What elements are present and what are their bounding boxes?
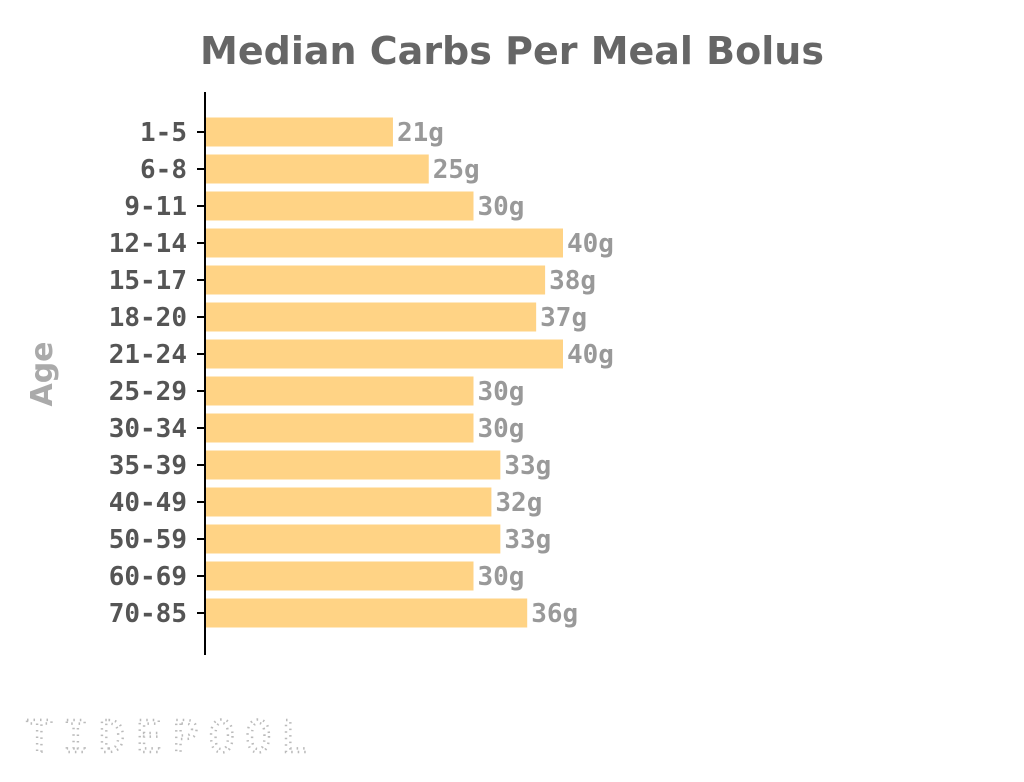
bar-value-label: 30g bbox=[478, 192, 525, 222]
y-tick-label: 6-8 bbox=[140, 155, 187, 185]
bar-value-label: 30g bbox=[478, 377, 525, 407]
bar-value-label: 36g bbox=[531, 599, 578, 629]
y-tick-label: 60-69 bbox=[109, 562, 187, 592]
bar-value-label: 37g bbox=[540, 303, 587, 333]
y-tick-label: 50-59 bbox=[109, 525, 187, 555]
y-tick-label: 25-29 bbox=[109, 377, 187, 407]
bar-60-69 bbox=[205, 561, 474, 591]
chart-title: Median Carbs Per Meal Bolus bbox=[200, 29, 824, 73]
y-tick-group: 1-5 6-8 9-11 12-14 15-17 18-20 21-24 25-29 30-34… bbox=[109, 118, 205, 629]
y-tick-label: 9-11 bbox=[124, 192, 187, 222]
y-tick-label: 30-34 bbox=[109, 414, 187, 444]
bar-70-85 bbox=[205, 598, 528, 628]
bar-9-11 bbox=[205, 191, 474, 221]
bar-value-label: 32g bbox=[495, 488, 542, 518]
bar-6-8 bbox=[205, 154, 429, 184]
bar-50-59 bbox=[205, 524, 501, 554]
tidepool-logo: TIDEPOOL bbox=[26, 712, 318, 763]
bar-12-14 bbox=[205, 228, 563, 258]
y-tick-label: 15-17 bbox=[109, 266, 187, 296]
y-tick-label: 70-85 bbox=[109, 599, 187, 629]
bar-25-29 bbox=[205, 376, 474, 406]
y-tick-label: 18-20 bbox=[109, 303, 187, 333]
bar-value-label: 30g bbox=[478, 414, 525, 444]
bar-21-24 bbox=[205, 339, 563, 369]
y-tick-label: 12-14 bbox=[109, 229, 187, 259]
bar-value-label: 33g bbox=[504, 451, 551, 481]
bar-40-49 bbox=[205, 487, 492, 517]
bar-value-label: 40g bbox=[567, 229, 614, 259]
bar-15-17 bbox=[205, 265, 546, 295]
bar-value-label: 25g bbox=[433, 155, 480, 185]
y-tick-label: 1-5 bbox=[140, 118, 187, 148]
value-labels-group: 21g25g30g40g38g37g40g30g30g33g32g33g30g3… bbox=[397, 118, 614, 629]
y-axis-label: Age bbox=[25, 341, 60, 406]
bars-group bbox=[205, 117, 563, 628]
bar-value-label: 30g bbox=[478, 562, 525, 592]
bar-18-20 bbox=[205, 302, 537, 332]
y-tick-label: 21-24 bbox=[109, 340, 187, 370]
bar-30-34 bbox=[205, 413, 474, 443]
bar-value-label: 21g bbox=[397, 118, 444, 148]
y-tick-label: 40-49 bbox=[109, 488, 187, 518]
y-tick-label: 35-39 bbox=[109, 451, 187, 481]
bar-value-label: 40g bbox=[567, 340, 614, 370]
bar-value-label: 38g bbox=[549, 266, 596, 296]
bar-value-label: 33g bbox=[504, 525, 551, 555]
bar-1-5 bbox=[205, 117, 393, 147]
bar-35-39 bbox=[205, 450, 501, 480]
